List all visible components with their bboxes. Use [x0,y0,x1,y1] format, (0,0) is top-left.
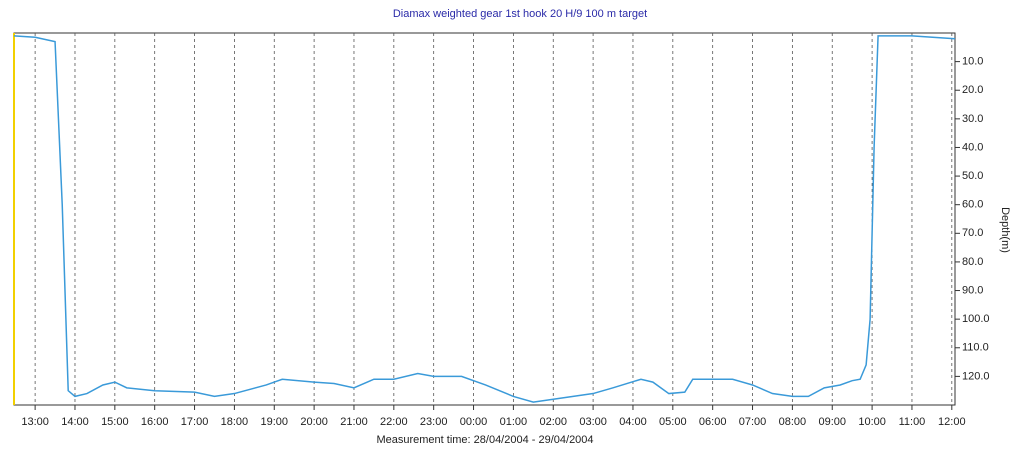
x-tick-label: 00:00 [460,416,488,428]
y-tick-label: 30.0 [962,113,983,125]
x-tick-label: 07:00 [739,416,767,428]
x-tick-label: 12:00 [938,416,966,428]
x-tick-label: 13:00 [21,416,49,428]
y-tick-label: 70.0 [962,227,983,239]
x-tick-label: 06:00 [699,416,727,428]
y-tick-label: 80.0 [962,256,983,268]
data-line [13,35,956,403]
x-tick-label: 10:00 [858,416,886,428]
y-tick-label: 120.0 [962,370,990,382]
x-tick-label: 09:00 [818,416,846,428]
x-tick-label: 20:00 [300,416,328,428]
x-tick-label: 22:00 [380,416,408,428]
x-tick-label: 18:00 [221,416,249,428]
y-tick-label: 110.0 [962,342,989,354]
x-tick-label: 19:00 [260,416,288,428]
plot-frame [13,32,956,406]
y-tick-label: 60.0 [962,199,983,211]
x-tick-label: 14:00 [61,416,89,428]
x-tick-label: 23:00 [420,416,448,428]
y-tick-label: 10.0 [962,56,983,68]
x-tick-label: 01:00 [500,416,528,428]
x-tick-label: 21:00 [340,416,368,428]
x-axis-label: Measurement time: 28/04/2004 - 29/04/200… [376,434,593,446]
x-tick-label: 17:00 [181,416,209,428]
x-tick-label: 02:00 [539,416,567,428]
y-tick-label: 90.0 [962,284,983,296]
x-tick-label: 11:00 [899,416,926,428]
x-tick-label: 03:00 [579,416,607,428]
x-tick-label: 04:00 [619,416,647,428]
y-tick-label: 50.0 [962,170,983,182]
x-tick-label: 05:00 [659,416,687,428]
x-tick-label: 16:00 [141,416,169,428]
y-tick-label: 20.0 [962,84,983,96]
x-tick-label: 15:00 [101,416,129,428]
chart-title: Diamax weighted gear 1st hook 20 H/9 100… [393,8,647,20]
x-tick-label: 08:00 [779,416,807,428]
y-tick-label: 40.0 [962,141,983,153]
y-tick-label: 100.0 [962,313,990,325]
y-axis-label: Depth(m) [999,207,1011,253]
